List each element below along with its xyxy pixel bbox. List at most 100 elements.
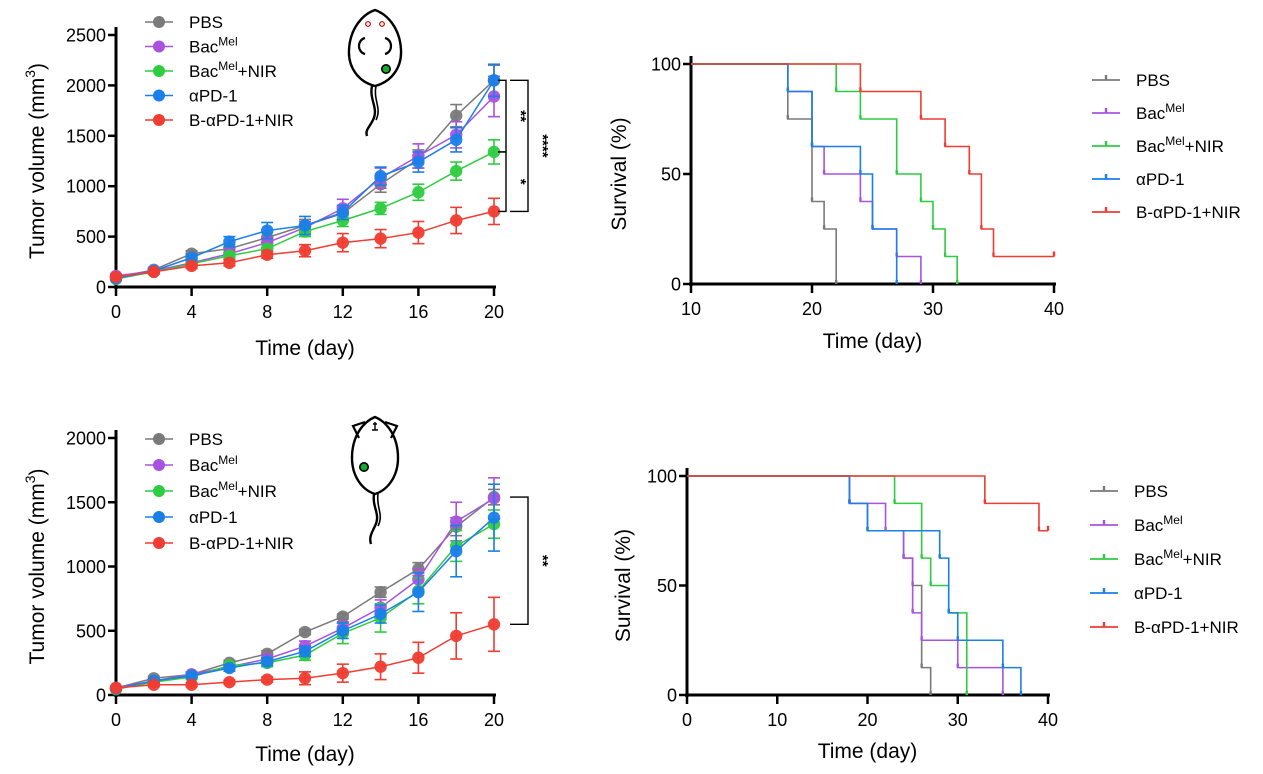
legend-item: PBS <box>145 13 223 32</box>
legend-label-superscript: Mel <box>1163 547 1182 561</box>
significance-bracket: ** <box>510 496 551 626</box>
legend-label-base: Bac <box>1134 550 1164 569</box>
data-point <box>450 109 463 122</box>
x-tick-label: 20 <box>484 302 504 322</box>
legend-label: BacMel <box>189 35 238 57</box>
y-axis-title-suffix: ) <box>26 63 49 70</box>
y-tick-label: 0 <box>667 686 677 706</box>
y-axis-title-text: Tumor volume (mm <box>26 483 49 664</box>
data-point <box>374 660 387 673</box>
legend-label-base: B-αPD-1+NIR <box>1136 203 1241 222</box>
x-tick-label: 30 <box>923 299 943 319</box>
plot-area <box>687 475 1050 695</box>
legend-label: PBS <box>1134 482 1168 501</box>
data-point <box>412 226 425 239</box>
y-tick-label: 2000 <box>66 76 106 96</box>
legend-label: αPD-1 <box>189 508 238 527</box>
data-point <box>374 202 387 215</box>
x-tick-label: 4 <box>187 710 197 730</box>
data-point <box>336 206 349 219</box>
y-tick-label: 500 <box>76 621 106 641</box>
legend-label-base: Bac <box>189 62 219 81</box>
x-tick-label: 0 <box>111 302 121 322</box>
x-tick-label: 12 <box>333 710 353 730</box>
legend-label: B-αPD-1+NIR <box>189 534 294 553</box>
mouse-tail-icon <box>365 85 377 137</box>
y-tick-label: 0 <box>671 275 681 295</box>
y-tick-label: 0 <box>96 686 106 706</box>
data-point <box>336 610 349 623</box>
plot-area <box>109 63 501 286</box>
legend-label-base: αPD-1 <box>1134 584 1183 603</box>
mouse-ear-right-icon <box>384 420 399 439</box>
data-point <box>185 259 198 273</box>
legend-label: BacMel+NIR <box>1136 134 1224 156</box>
y-tick-label: 50 <box>657 576 677 596</box>
survival-chart-top: 0 50 100 10 20 30 40 Time (day) Survival (%) PBS B… <box>608 55 1241 354</box>
mouse-illustration-bottom <box>350 415 400 545</box>
survival-step-line <box>687 475 1048 532</box>
mouse-ear-right-icon <box>384 36 393 56</box>
data-point <box>412 155 425 169</box>
data-point <box>109 270 123 284</box>
legend-item: PBS <box>145 430 223 449</box>
data-point <box>336 666 349 680</box>
data-point <box>261 248 274 261</box>
x-axis-title: Time (day) <box>823 330 923 353</box>
survival-step-line <box>691 63 837 284</box>
data-point <box>147 265 160 279</box>
legend-label-superscript: Mel <box>1165 134 1184 148</box>
legend-marker-icon <box>153 65 165 77</box>
y-tick-label: 1000 <box>66 557 106 577</box>
data-point <box>374 586 387 599</box>
bracket-line <box>498 151 507 213</box>
data-point <box>298 625 312 639</box>
legend-label: BacMel <box>189 453 238 475</box>
data-point <box>261 655 274 668</box>
legend-item: BacMel+NIR <box>145 479 277 501</box>
mouse-illustration-top <box>347 8 403 137</box>
significance-label: ** <box>534 555 551 567</box>
survival-curve-aPD1 <box>687 475 1023 695</box>
data-point <box>298 219 312 232</box>
legend-marker-icon <box>153 537 165 549</box>
legend-label-superscript: Mel <box>218 479 237 493</box>
series-BaPD1NIR <box>109 596 501 695</box>
data-point <box>109 681 123 695</box>
data-point <box>261 673 274 686</box>
legend-item: αPD-1 <box>145 87 238 106</box>
legend-label: BacMel+NIR <box>189 479 277 501</box>
legend-label: αPD-1 <box>1134 584 1183 603</box>
plot-area <box>109 477 501 696</box>
y-tick-label: 100 <box>647 467 677 487</box>
legend-item: BacMel <box>145 453 238 475</box>
series-line <box>115 151 495 280</box>
tumor-dot-icon <box>359 461 369 472</box>
legend-label-base: Bac <box>189 456 219 475</box>
legend-label-base: PBS <box>189 430 223 449</box>
series-BacMel <box>109 477 501 695</box>
data-point <box>450 544 463 558</box>
series-BaPD1NIR <box>109 197 501 284</box>
survival-step-line <box>691 63 1054 258</box>
y-tick-label: 50 <box>661 165 681 185</box>
mouse-body-icon <box>347 8 403 88</box>
y-tick-label: 0 <box>96 278 106 298</box>
x-tick-label: 8 <box>262 302 272 322</box>
data-point <box>487 74 501 87</box>
legend-item: BacMel+NIR <box>1092 134 1224 156</box>
mouse-ear-left-icon <box>351 420 366 439</box>
legend-label-base: αPD-1 <box>189 508 238 527</box>
data-point <box>223 235 236 248</box>
significance-label: * <box>512 179 529 185</box>
survival-step-line <box>687 475 1004 695</box>
x-tick-label: 16 <box>408 710 428 730</box>
y-tick-label: 2000 <box>66 429 106 449</box>
x-tick-label: 20 <box>857 710 877 730</box>
legend-item: BacMel <box>145 35 238 57</box>
legend-label: PBS <box>189 13 223 32</box>
mouse-eye-left-icon <box>365 21 371 27</box>
legend-label: B-αPD-1+NIR <box>189 111 294 130</box>
